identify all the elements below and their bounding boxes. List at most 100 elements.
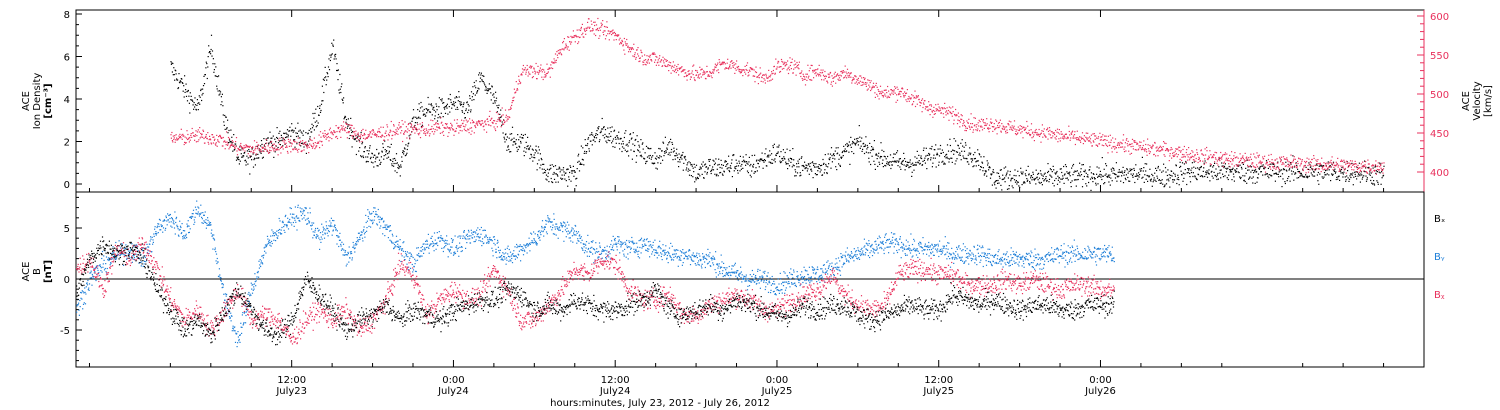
data-point [363,134,365,136]
data-point [1340,172,1342,174]
data-point [945,114,947,116]
data-point [859,75,861,77]
data-point [762,167,764,169]
data-point [487,90,490,92]
data-point [511,126,514,128]
data-point [324,66,326,68]
data-point [1046,180,1048,182]
data-point [1277,162,1279,164]
data-point [903,164,905,166]
data-point [216,85,218,87]
data-point [536,150,538,152]
data-point [423,108,425,111]
data-point [579,29,582,32]
data-point [1331,173,1333,175]
data-point [1088,181,1090,184]
data-point [1349,173,1352,175]
data-point [322,100,324,102]
velocity-tick-label: 550 [1430,51,1449,62]
data-point [637,53,639,55]
data-point [234,148,236,151]
data-point [342,102,344,104]
data-point [625,43,627,45]
data-point [1044,172,1046,174]
data-point [1070,186,1072,188]
data-point [811,79,813,81]
data-point [470,109,472,111]
data-point [241,148,243,150]
data-point [1273,163,1275,165]
data-point [244,150,246,152]
data-point [957,119,959,121]
data-point [1180,165,1182,167]
data-point [612,32,615,34]
data-point [394,131,396,133]
data-point [1094,138,1096,140]
data-point [354,139,356,141]
data-point [595,24,598,26]
data-point [570,43,572,45]
data-point [1069,139,1071,141]
data-point [1019,128,1021,130]
data-point [1276,166,1278,168]
data-point [1328,174,1330,176]
data-point [1136,173,1138,175]
data-point [586,29,588,31]
data-point [993,123,995,125]
data-point [1221,156,1223,158]
data-point [531,65,533,67]
data-point [213,71,215,73]
data-point [710,75,712,77]
data-point [695,69,697,72]
data-point [1136,175,1138,177]
data-point [853,152,855,155]
data-point [1105,144,1108,146]
data-point [234,147,236,149]
data-point [191,99,193,101]
data-point [214,63,216,65]
data-point [1236,168,1238,170]
data-point [529,157,531,160]
data-point [215,144,217,146]
data-point [390,143,392,145]
data-point [535,62,537,65]
data-point [1152,181,1154,183]
data-point [812,71,814,73]
data-point [312,146,314,148]
data-point [653,52,655,54]
data-point [205,134,207,136]
data-point [1285,161,1287,163]
data-point [185,95,188,97]
data-point [1277,161,1279,163]
data-point [956,158,958,160]
data-point [202,92,204,95]
data-point [1196,152,1198,154]
data-point [805,164,807,166]
data-point [963,121,965,123]
data-point [593,33,595,35]
data-point [913,164,915,166]
data-point [334,54,336,56]
data-point [1172,179,1174,181]
data-point [1195,177,1197,179]
data-point [948,158,950,160]
data-point [339,73,341,76]
data-point [742,167,744,169]
data-point [767,154,769,156]
data-point [455,108,457,110]
data-point [1284,181,1286,183]
data-point [358,140,360,142]
data-point [983,127,985,129]
data-point [1261,165,1263,167]
data-point [510,106,512,108]
data-point [1288,176,1290,178]
data-point [1083,170,1085,172]
data-point [1162,183,1164,185]
data-point [1078,138,1080,140]
data-point [1348,178,1351,180]
data-point [795,175,797,177]
data-point [506,136,508,138]
data-point [551,181,553,183]
data-point [689,162,691,164]
data-point [973,165,975,167]
